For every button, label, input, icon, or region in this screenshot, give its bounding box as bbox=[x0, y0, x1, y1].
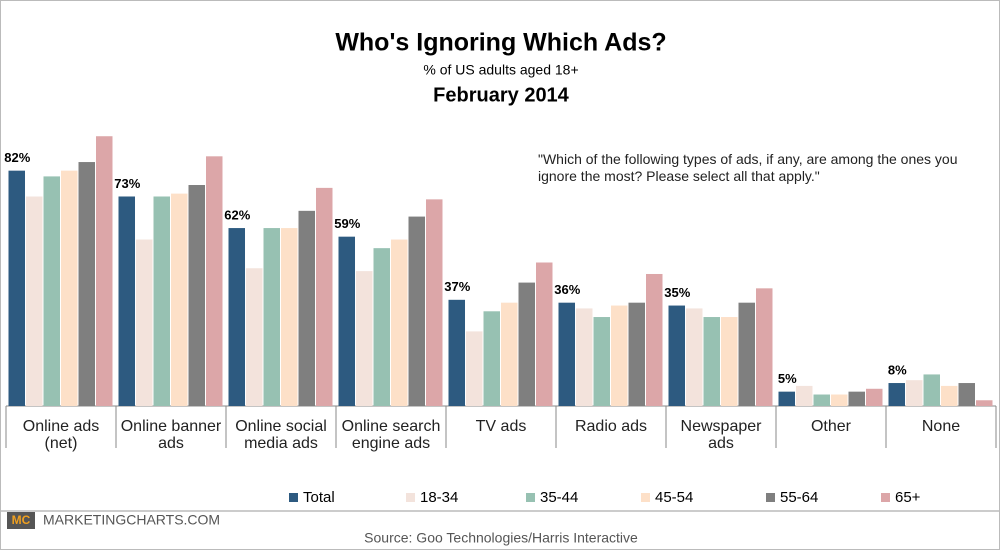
bar bbox=[628, 302, 645, 406]
bar bbox=[756, 288, 773, 406]
x-tick-label: Radio ads bbox=[574, 418, 648, 435]
bar bbox=[686, 308, 703, 406]
bar bbox=[796, 385, 813, 406]
bar bbox=[483, 311, 500, 406]
data-label: 73% bbox=[114, 176, 140, 191]
bar bbox=[558, 302, 575, 406]
legend-swatch bbox=[289, 493, 298, 502]
x-tick-label: Online social media ads bbox=[235, 418, 327, 452]
bar bbox=[466, 331, 483, 406]
bar bbox=[8, 170, 25, 406]
bar bbox=[958, 383, 975, 406]
bar bbox=[778, 391, 795, 406]
data-label: 5% bbox=[778, 371, 797, 386]
data-label: 37% bbox=[444, 279, 470, 294]
x-tick-label: Online banner ads bbox=[120, 418, 222, 452]
bar bbox=[848, 391, 865, 406]
bar bbox=[373, 248, 390, 406]
bar bbox=[976, 400, 993, 406]
bar bbox=[906, 380, 923, 406]
bar bbox=[228, 228, 245, 406]
bar bbox=[813, 394, 830, 406]
bar bbox=[888, 383, 905, 406]
data-label: 8% bbox=[888, 362, 907, 377]
bar bbox=[338, 236, 355, 406]
bar bbox=[206, 156, 223, 406]
legend-swatch bbox=[766, 493, 775, 502]
bar bbox=[923, 374, 940, 406]
legend-swatch bbox=[881, 493, 890, 502]
bar bbox=[43, 176, 60, 406]
bar bbox=[171, 193, 188, 406]
subtitle: % of US adults aged 18+ bbox=[423, 62, 578, 78]
bar bbox=[593, 317, 610, 406]
bar bbox=[316, 187, 333, 406]
logo: MC bbox=[12, 513, 31, 527]
legend-label: 65+ bbox=[895, 489, 921, 506]
bar bbox=[518, 282, 535, 406]
x-tick-label: Other bbox=[810, 418, 851, 435]
x-tick-label: None bbox=[921, 418, 961, 435]
x-tick-label: Newspaper ads bbox=[680, 418, 762, 452]
bar bbox=[831, 394, 848, 406]
legend-label: Total bbox=[303, 489, 335, 506]
bar bbox=[941, 385, 958, 406]
bar bbox=[281, 228, 298, 406]
data-label: 35% bbox=[664, 285, 690, 300]
bar bbox=[153, 196, 170, 406]
bar bbox=[96, 136, 113, 406]
bar bbox=[356, 271, 373, 406]
bar bbox=[408, 216, 425, 406]
bar bbox=[188, 185, 205, 406]
bar bbox=[611, 305, 628, 406]
legend-swatch bbox=[641, 493, 650, 502]
x-tick-label: Online ads (net) bbox=[22, 418, 100, 452]
bar bbox=[246, 268, 263, 406]
bar bbox=[26, 196, 43, 406]
bar bbox=[703, 317, 720, 406]
source: Source: Goo Technologies/Harris Interact… bbox=[364, 530, 638, 546]
bar bbox=[646, 273, 663, 406]
data-label: 62% bbox=[224, 207, 250, 222]
bar bbox=[721, 317, 738, 406]
legend-label: 45-54 bbox=[655, 489, 693, 506]
bar bbox=[136, 239, 153, 406]
bar bbox=[426, 199, 443, 406]
bar bbox=[738, 302, 755, 406]
data-label: 82% bbox=[4, 150, 30, 165]
bar bbox=[501, 302, 518, 406]
legend-label: 35-44 bbox=[540, 489, 578, 506]
bar bbox=[391, 239, 408, 406]
bar bbox=[78, 162, 95, 406]
bar bbox=[61, 170, 78, 406]
bar bbox=[118, 196, 135, 406]
bar bbox=[448, 299, 465, 406]
date: February 2014 bbox=[433, 84, 570, 106]
legend-label: 55-64 bbox=[780, 489, 818, 506]
bar bbox=[668, 305, 685, 406]
annotation: "Which of the following types of ads, if… bbox=[538, 151, 958, 184]
bar bbox=[298, 210, 315, 406]
x-tick-label: TV ads bbox=[475, 418, 527, 435]
data-label: 36% bbox=[554, 282, 580, 297]
chart-title: Who's Ignoring Which Ads? bbox=[335, 29, 666, 57]
data-label: 59% bbox=[334, 216, 360, 231]
bar bbox=[263, 228, 280, 406]
logo-box bbox=[7, 512, 35, 529]
bar bbox=[576, 308, 593, 406]
bar bbox=[866, 388, 883, 406]
bar bbox=[536, 262, 553, 406]
brand: MARKETINGCHARTS.COM bbox=[43, 512, 220, 528]
legend-swatch bbox=[406, 493, 415, 502]
legend-swatch bbox=[526, 493, 535, 502]
x-tick-label: Online search engine ads bbox=[341, 418, 441, 452]
legend-label: 18-34 bbox=[420, 489, 458, 506]
